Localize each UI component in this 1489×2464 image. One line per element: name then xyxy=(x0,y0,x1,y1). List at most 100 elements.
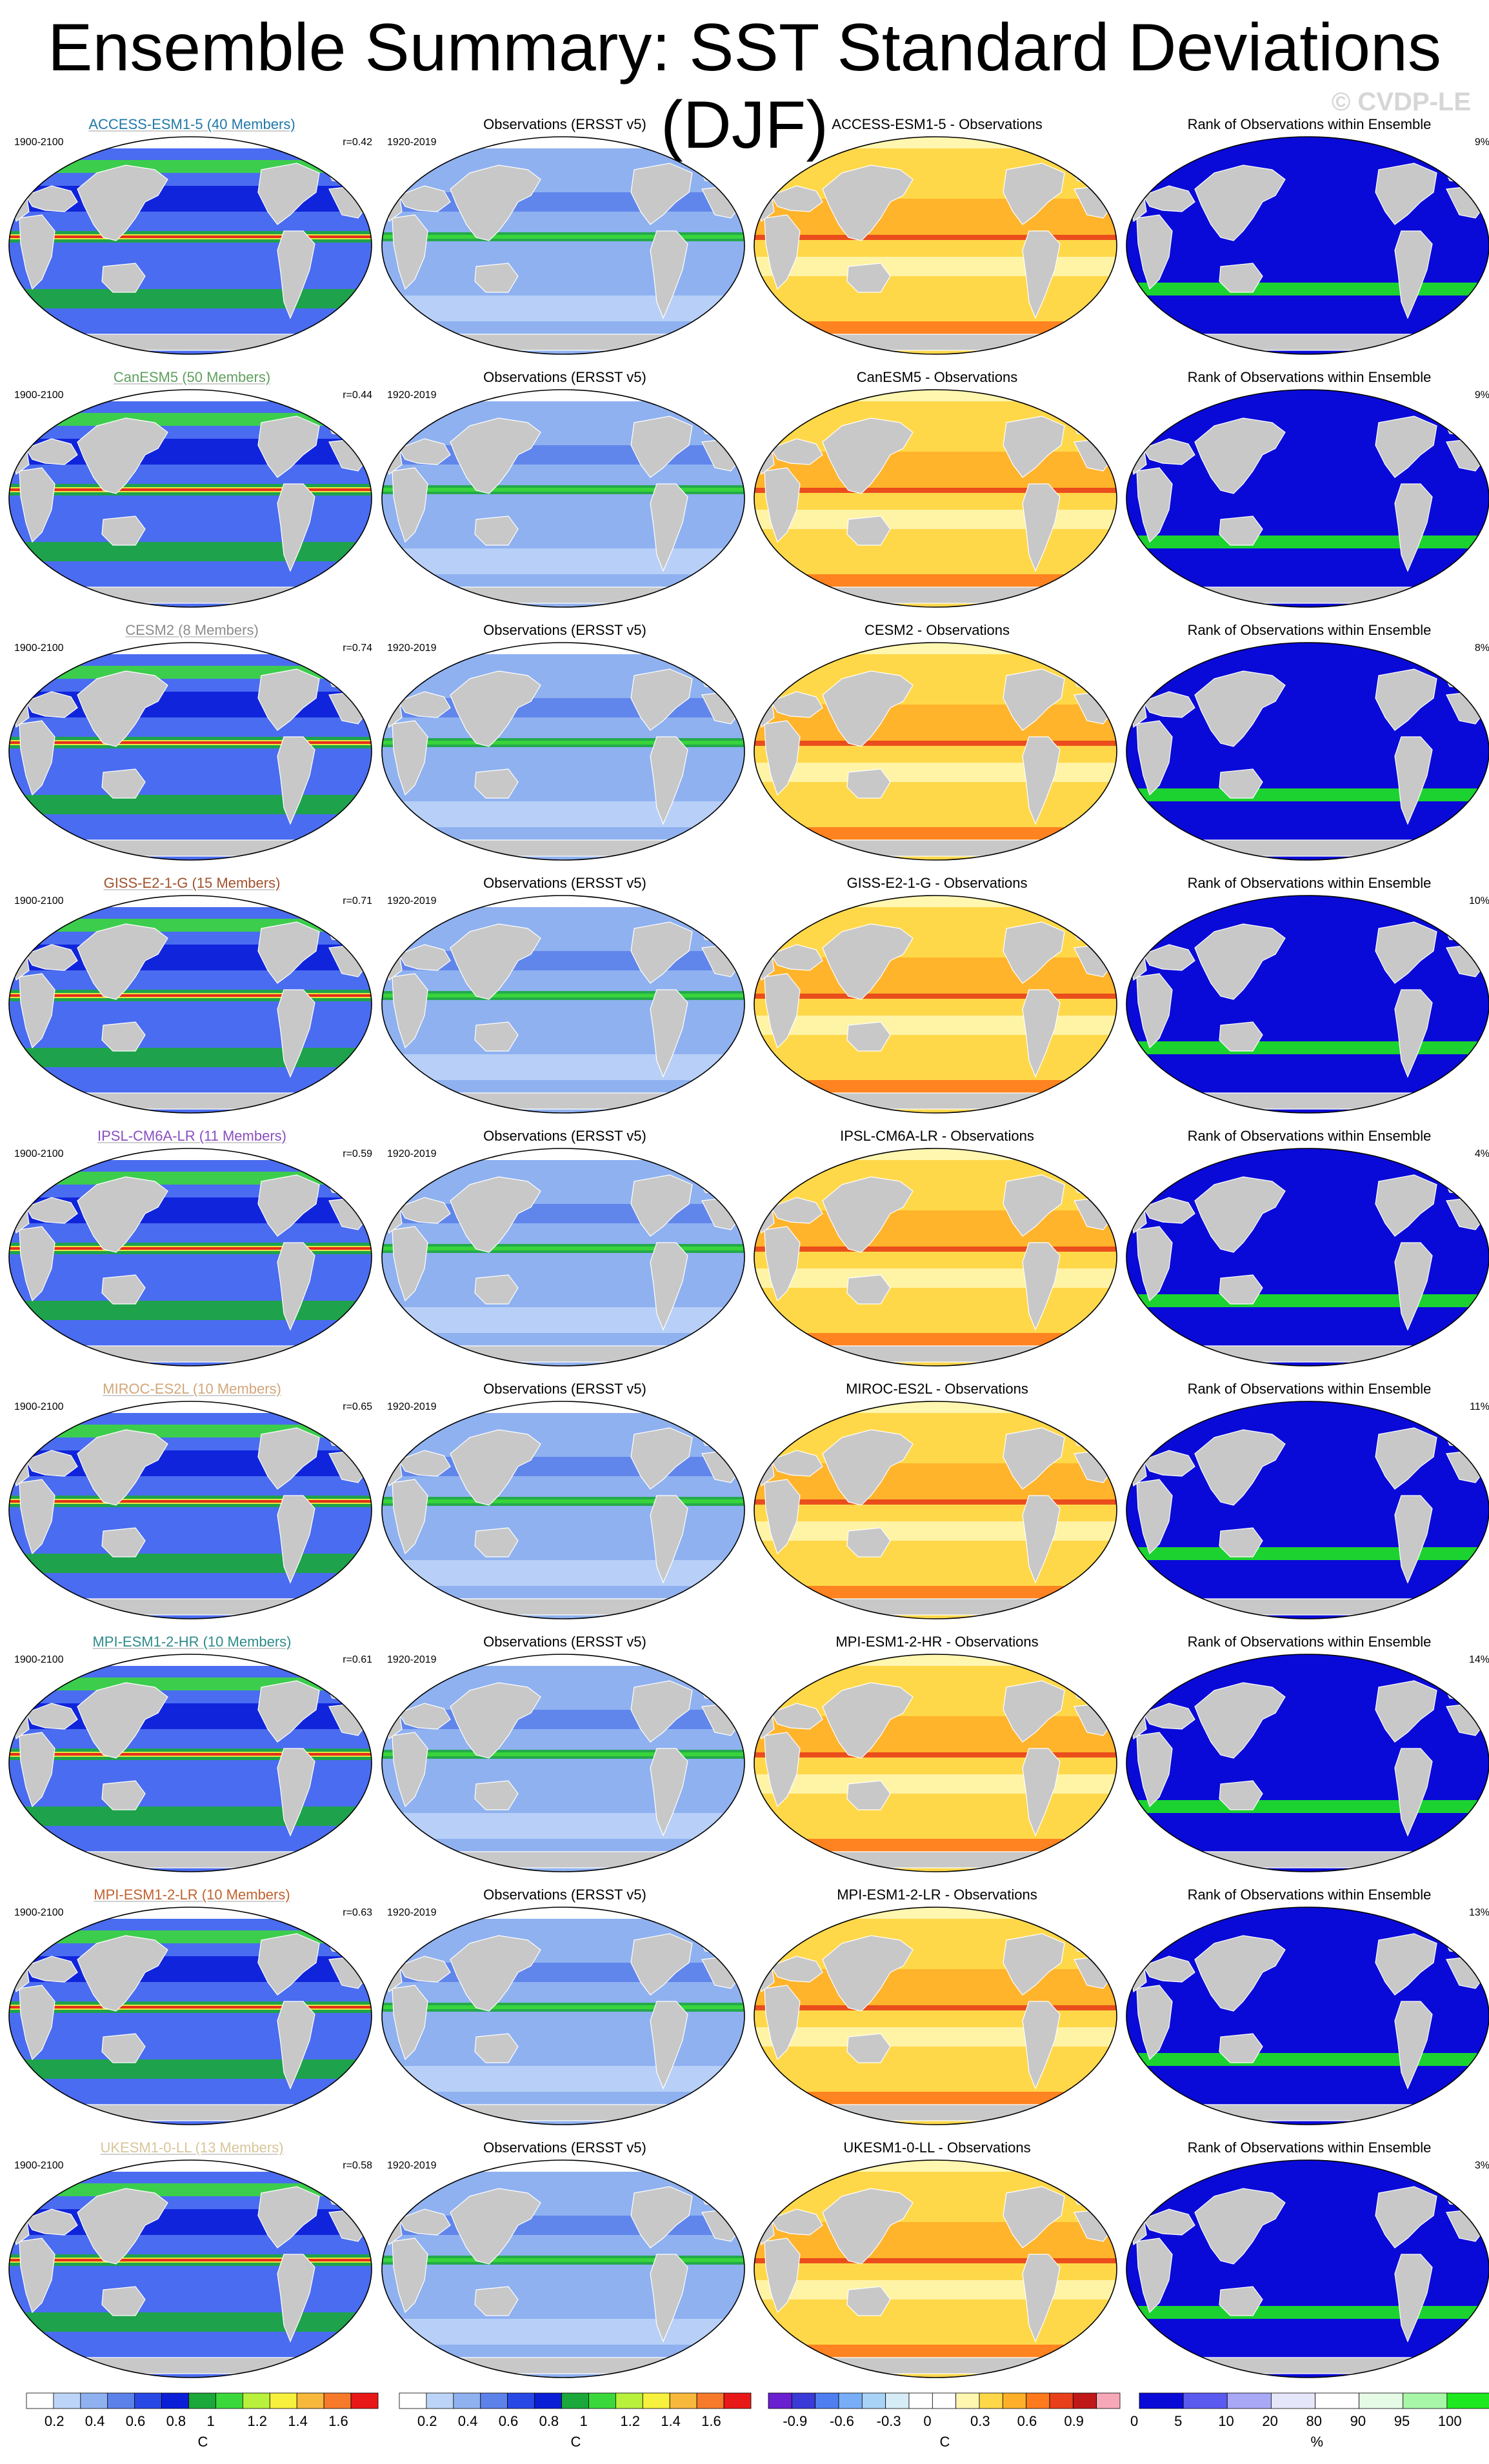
model-panel: MPI-ESM1-2-LR (10 Members) 1900-2100 r=0.6… xyxy=(6,1887,377,2138)
colorbar-tick-label: 90 xyxy=(1350,2413,1366,2429)
colorbar-tick-label: 0.2 xyxy=(417,2413,437,2429)
obs-panel: Observations (ERSST v5) 1920-2019 xyxy=(379,116,750,368)
colorbar-swatch xyxy=(955,2392,980,2409)
rank-percent-label: 13% xyxy=(1468,1907,1489,1918)
colorbar-swatch xyxy=(885,2392,910,2409)
period-label: 1920-2019 xyxy=(387,1401,437,1412)
colorbar-tick-label: 1.6 xyxy=(701,2413,721,2429)
model-panel: IPSL-CM6A-LR (11 Members) 1900-2100 r=0.59 xyxy=(6,1128,377,1379)
model-panel-title: IPSL-CM6A-LR (11 Members) xyxy=(97,1128,286,1144)
model-panel: CanESM5 (50 Members) 1900-2100 r=0.44 xyxy=(6,369,377,621)
diff-panel: UKESM1-0-LL - Observations xyxy=(752,2139,1123,2391)
model-panel-title: ACCESS-ESM1-5 (40 Members) xyxy=(88,116,295,132)
obs-map xyxy=(381,389,745,608)
period-label: 1900-2100 xyxy=(14,1401,64,1412)
colorbar-swatch xyxy=(791,2392,816,2409)
model-panel-title: MIROC-ES2L (10 Members) xyxy=(103,1381,281,1397)
colorbar-swatch xyxy=(269,2392,297,2409)
obs-panel: Observations (ERSST v5) 1920-2019 xyxy=(379,1381,750,1632)
std-colorbar xyxy=(399,2392,752,2409)
rank-percent-label: 14% xyxy=(1468,1654,1489,1665)
obs-map xyxy=(381,1654,745,1872)
colorbar-unit-label: % xyxy=(1310,2434,1324,2450)
rank-percent-label: 9% xyxy=(1474,137,1489,148)
diff-panel-title: ACCESS-ESM1-5 - Observations xyxy=(832,116,1043,132)
model-map xyxy=(8,136,372,355)
colorbar-swatch xyxy=(1072,2392,1097,2409)
colorbar-tick-label: 0.3 xyxy=(970,2413,990,2429)
colorbar-tick-label: 5 xyxy=(1174,2413,1183,2429)
period-label: 1900-2100 xyxy=(14,137,64,148)
colorbar-swatch xyxy=(561,2392,589,2409)
diff-panel: MIROC-ES2L - Observations xyxy=(752,1381,1123,1632)
model-panel-title: GISS-E2-1-G (15 Members) xyxy=(103,875,281,891)
colorbar-swatch xyxy=(669,2392,697,2409)
colorbar-swatch xyxy=(296,2392,325,2409)
colorbar-tick-label: 0.2 xyxy=(44,2413,65,2429)
model-map xyxy=(8,1907,372,2125)
pattern-correlation-label: r=0.59 xyxy=(343,1148,372,1159)
diff-panel-title: CanESM5 - Observations xyxy=(856,369,1018,385)
diff-panel: CanESM5 - Observations xyxy=(752,369,1123,621)
period-label: 1900-2100 xyxy=(14,1907,64,1918)
pattern-correlation-label: r=0.42 xyxy=(343,137,372,148)
pattern-correlation-label: r=0.61 xyxy=(343,1654,372,1665)
colorbar-swatch xyxy=(768,2392,792,2409)
colorbar-swatch xyxy=(642,2392,670,2409)
rank-map xyxy=(1126,2159,1489,2378)
rank-panel-title: Rank of Observations within Ensemble xyxy=(1187,2139,1432,2156)
colorbar-tick-label: 1.2 xyxy=(620,2413,640,2429)
period-label: 1920-2019 xyxy=(387,137,437,148)
colorbar-swatch xyxy=(1002,2392,1027,2409)
obs-panel-title: Observations (ERSST v5) xyxy=(483,369,646,385)
diff-panel-title: CESM2 - Observations xyxy=(864,622,1010,638)
diff-panel-title: MPI-ESM1-2-HR - Observations xyxy=(835,1634,1039,1650)
rank-map xyxy=(1126,1401,1489,1619)
colorbar-swatch xyxy=(723,2392,752,2409)
period-label: 1900-2100 xyxy=(14,1148,64,1159)
colorbar-swatch xyxy=(838,2392,863,2409)
diff-panel-title: UKESM1-0-LL - Observations xyxy=(843,2139,1031,2156)
obs-map xyxy=(381,1907,745,2125)
diff-panel-title: MPI-ESM1-2-LR - Observations xyxy=(837,1887,1037,1903)
colorbar-swatch xyxy=(861,2392,886,2409)
colorbar-tick-label: -0.3 xyxy=(876,2413,901,2429)
colorbar-swatch xyxy=(350,2392,379,2409)
colorbar-swatch xyxy=(1315,2392,1360,2409)
obs-panel-title: Observations (ERSST v5) xyxy=(483,875,646,891)
model-panel: UKESM1-0-LL (13 Members) 1900-2100 r=0.58 xyxy=(6,2139,377,2391)
colorbar-unit-label: C xyxy=(197,2434,208,2450)
diff-map xyxy=(754,1401,1117,1619)
colorbar-tick-label: 0.8 xyxy=(539,2413,559,2429)
colorbar-tick-label: 0.6 xyxy=(1017,2413,1037,2429)
rank-map xyxy=(1126,136,1489,355)
diff-map xyxy=(754,1907,1117,2125)
colorbar-tick-label: 0.9 xyxy=(1064,2413,1084,2429)
period-label: 1920-2019 xyxy=(387,390,437,401)
obs-panel-title: Observations (ERSST v5) xyxy=(483,1634,646,1650)
colorbar-swatch xyxy=(1049,2392,1074,2409)
colorbar-swatch xyxy=(1403,2392,1448,2409)
diff-map xyxy=(754,1654,1117,1872)
model-panel-title: MPI-ESM1-2-LR (10 Members) xyxy=(94,1887,290,1903)
rank-panel-title: Rank of Observations within Ensemble xyxy=(1187,1887,1432,1903)
period-label: 1900-2100 xyxy=(14,1654,64,1665)
rank-panel: Rank of Observations within Ensemble 13% xyxy=(1124,1887,1489,2138)
colorbar-swatch xyxy=(26,2392,54,2409)
rank-map xyxy=(1126,642,1489,861)
colorbar-swatch xyxy=(453,2392,481,2409)
colorbar-swatch xyxy=(188,2392,216,2409)
model-panel-title: CESM2 (8 Members) xyxy=(125,622,259,638)
obs-map xyxy=(381,2159,745,2378)
colorbar-swatch xyxy=(615,2392,643,2409)
diff-panel-title: IPSL-CM6A-LR - Observations xyxy=(840,1128,1034,1144)
model-map xyxy=(8,389,372,608)
obs-map xyxy=(381,1401,745,1619)
colorbar-swatch xyxy=(696,2392,725,2409)
colorbar-unit-label: C xyxy=(939,2434,950,2450)
obs-panel-title: Observations (ERSST v5) xyxy=(483,1381,646,1397)
obs-panel: Observations (ERSST v5) 1920-2019 xyxy=(379,1634,750,1885)
colorbar-swatch xyxy=(1026,2392,1050,2409)
rank-panel-title: Rank of Observations within Ensemble xyxy=(1187,622,1432,638)
diff-panel-title: GISS-E2-1-G - Observations xyxy=(846,875,1028,891)
